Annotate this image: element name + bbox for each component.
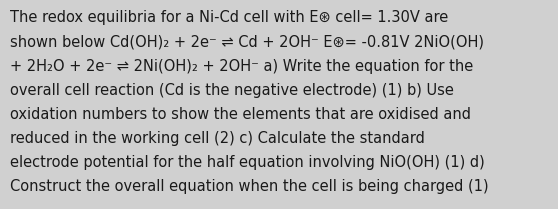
Text: shown below Cd(OH)₂ + 2e⁻ ⇌ Cd + 2OH⁻ E⊛= -0.81V 2NiO(OH): shown below Cd(OH)₂ + 2e⁻ ⇌ Cd + 2OH⁻ E⊛… (10, 34, 484, 50)
Text: Construct the overall equation when the cell is being charged (1): Construct the overall equation when the … (10, 179, 489, 194)
Text: overall cell reaction (Cd is the negative electrode) (1) b) Use: overall cell reaction (Cd is the negativ… (10, 83, 454, 98)
Text: oxidation numbers to show the elements that are oxidised and: oxidation numbers to show the elements t… (10, 107, 471, 122)
Text: reduced in the working cell (2) c) Calculate the standard: reduced in the working cell (2) c) Calcu… (10, 131, 425, 146)
Text: electrode potential for the half equation involving NiO(OH) (1) d): electrode potential for the half equatio… (10, 155, 485, 170)
Text: + 2H₂O + 2e⁻ ⇌ 2Ni(OH)₂ + 2OH⁻ a) Write the equation for the: + 2H₂O + 2e⁻ ⇌ 2Ni(OH)₂ + 2OH⁻ a) Write … (10, 59, 473, 74)
Text: The redox equilibria for a Ni-Cd cell with E⊛ cell= 1.30V are: The redox equilibria for a Ni-Cd cell wi… (10, 10, 448, 25)
